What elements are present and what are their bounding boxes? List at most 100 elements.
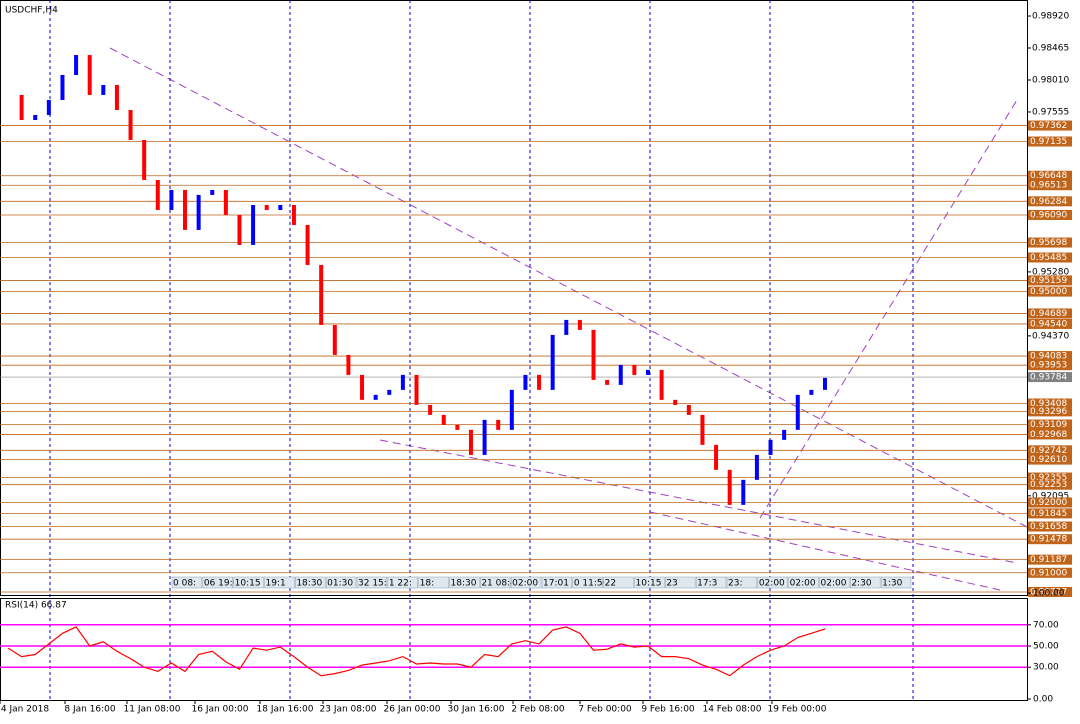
level-tag [1028,196,1072,207]
x-tick-label: 19 Feb 00:00 [767,705,826,715]
trendline [379,439,1018,564]
level-label: 0.95000 [1030,287,1067,297]
level-label: 0.96513 [1030,181,1067,191]
time-box [233,576,264,589]
level-tag [1028,534,1072,545]
level-tag [1028,120,1072,131]
level-label: 0.93408 [1030,399,1067,409]
level-label: 0.91187 [1030,555,1067,565]
level-tag [1028,360,1072,371]
level-label: 0.92000 [1030,498,1067,508]
rsi-tick-label: 100.00 [1033,589,1065,599]
candle [319,264,324,325]
level-label: 0.93109 [1030,420,1067,430]
time-box [850,576,881,589]
candle [387,389,392,395]
time-box [387,576,418,589]
y-tick-label: 0.92095 [1032,491,1069,501]
candle [428,404,433,415]
candle [305,224,310,265]
x-tick-label: 14 Feb 08:00 [702,705,761,715]
level-tag [1028,237,1072,248]
candle [618,364,623,385]
candle [114,84,119,111]
time-box [788,576,819,589]
time-box-label: 0 11:50 [574,579,609,589]
candle [414,374,419,405]
level-tag [1028,419,1072,430]
y-tick-label: 0.98465 [1032,44,1069,54]
candle [823,377,827,390]
candle [768,439,773,455]
x-tick-label: 4 Jan 2018 [1,705,49,715]
candle [19,94,24,120]
candle [727,469,732,505]
level-tag [1028,554,1072,565]
level-tag [1028,180,1072,191]
candle [673,399,678,405]
candle [196,194,201,230]
time-box [603,576,634,589]
level-tag [1028,429,1072,440]
time-box-label: 10:15 [235,579,261,589]
candle [591,329,596,380]
time-box-label: 02:00 [790,579,816,589]
chart-title: USDCHF,H4 [5,6,58,16]
rsi-title: RSI(14) 66.87 [5,601,67,611]
rsi-tick-label: 0.00 [1033,695,1053,705]
level-tag [1028,318,1072,329]
level-label: 0.92968 [1030,430,1067,440]
level-tag [1028,479,1072,490]
level-tag [1028,351,1072,362]
time-box [480,576,511,589]
x-tick-label: 8 Jan 16:00 [64,705,116,715]
rsi-frame [0,598,1028,701]
time-box [726,576,758,589]
current-price-tag [1028,372,1072,383]
level-label: 0.95485 [1030,253,1067,263]
time-box-label: 21 08:45 [481,579,521,589]
time-box [572,576,603,589]
time-box-label: 01:30 [327,579,353,589]
time-box [819,576,850,589]
y-tick-label: 0.98920 [1032,12,1069,22]
time-box-label: 18:30 [451,579,477,589]
time-box-label: 10:15 [636,579,662,589]
candle [60,75,65,100]
level-tag [1028,252,1072,263]
level-tag [1028,472,1072,483]
level-label: 0.92355 [1030,473,1067,483]
candle [210,189,215,195]
time-box-label: 02:00 [512,579,538,589]
rsi-line [7,626,826,677]
time-box [757,576,788,589]
time-box-label: 02:00 [821,579,847,589]
candle [632,364,637,375]
rsi-tick-label: 50.00 [1033,642,1059,652]
x-tick-label: 16 Jan 00:00 [192,705,249,715]
candle [509,389,514,430]
candle [741,479,746,505]
candle [360,374,365,400]
level-label: 0.96648 [1030,171,1067,181]
candle [482,419,487,455]
time-box-label: 2:30 [851,579,871,589]
time-box [325,576,357,589]
x-tick-label: 26 Jan 00:00 [384,705,441,715]
x-tick-label: 18 Jan 16:00 [257,705,314,715]
level-label: 0.94540 [1030,319,1067,329]
level-tag [1028,286,1072,297]
y-tick-label: 0.95280 [1032,267,1069,277]
level-label: 0.94083 [1030,352,1067,362]
candle [142,139,147,180]
candle [87,55,92,95]
level-tag [1028,398,1072,409]
level-label: 0.97362 [1030,121,1067,131]
time-box-label: 18: [420,579,434,589]
level-tag [1028,454,1072,465]
candle [686,404,691,415]
candle [46,99,51,116]
candle [782,429,787,440]
current-price-label: 0.93784 [1030,373,1067,383]
